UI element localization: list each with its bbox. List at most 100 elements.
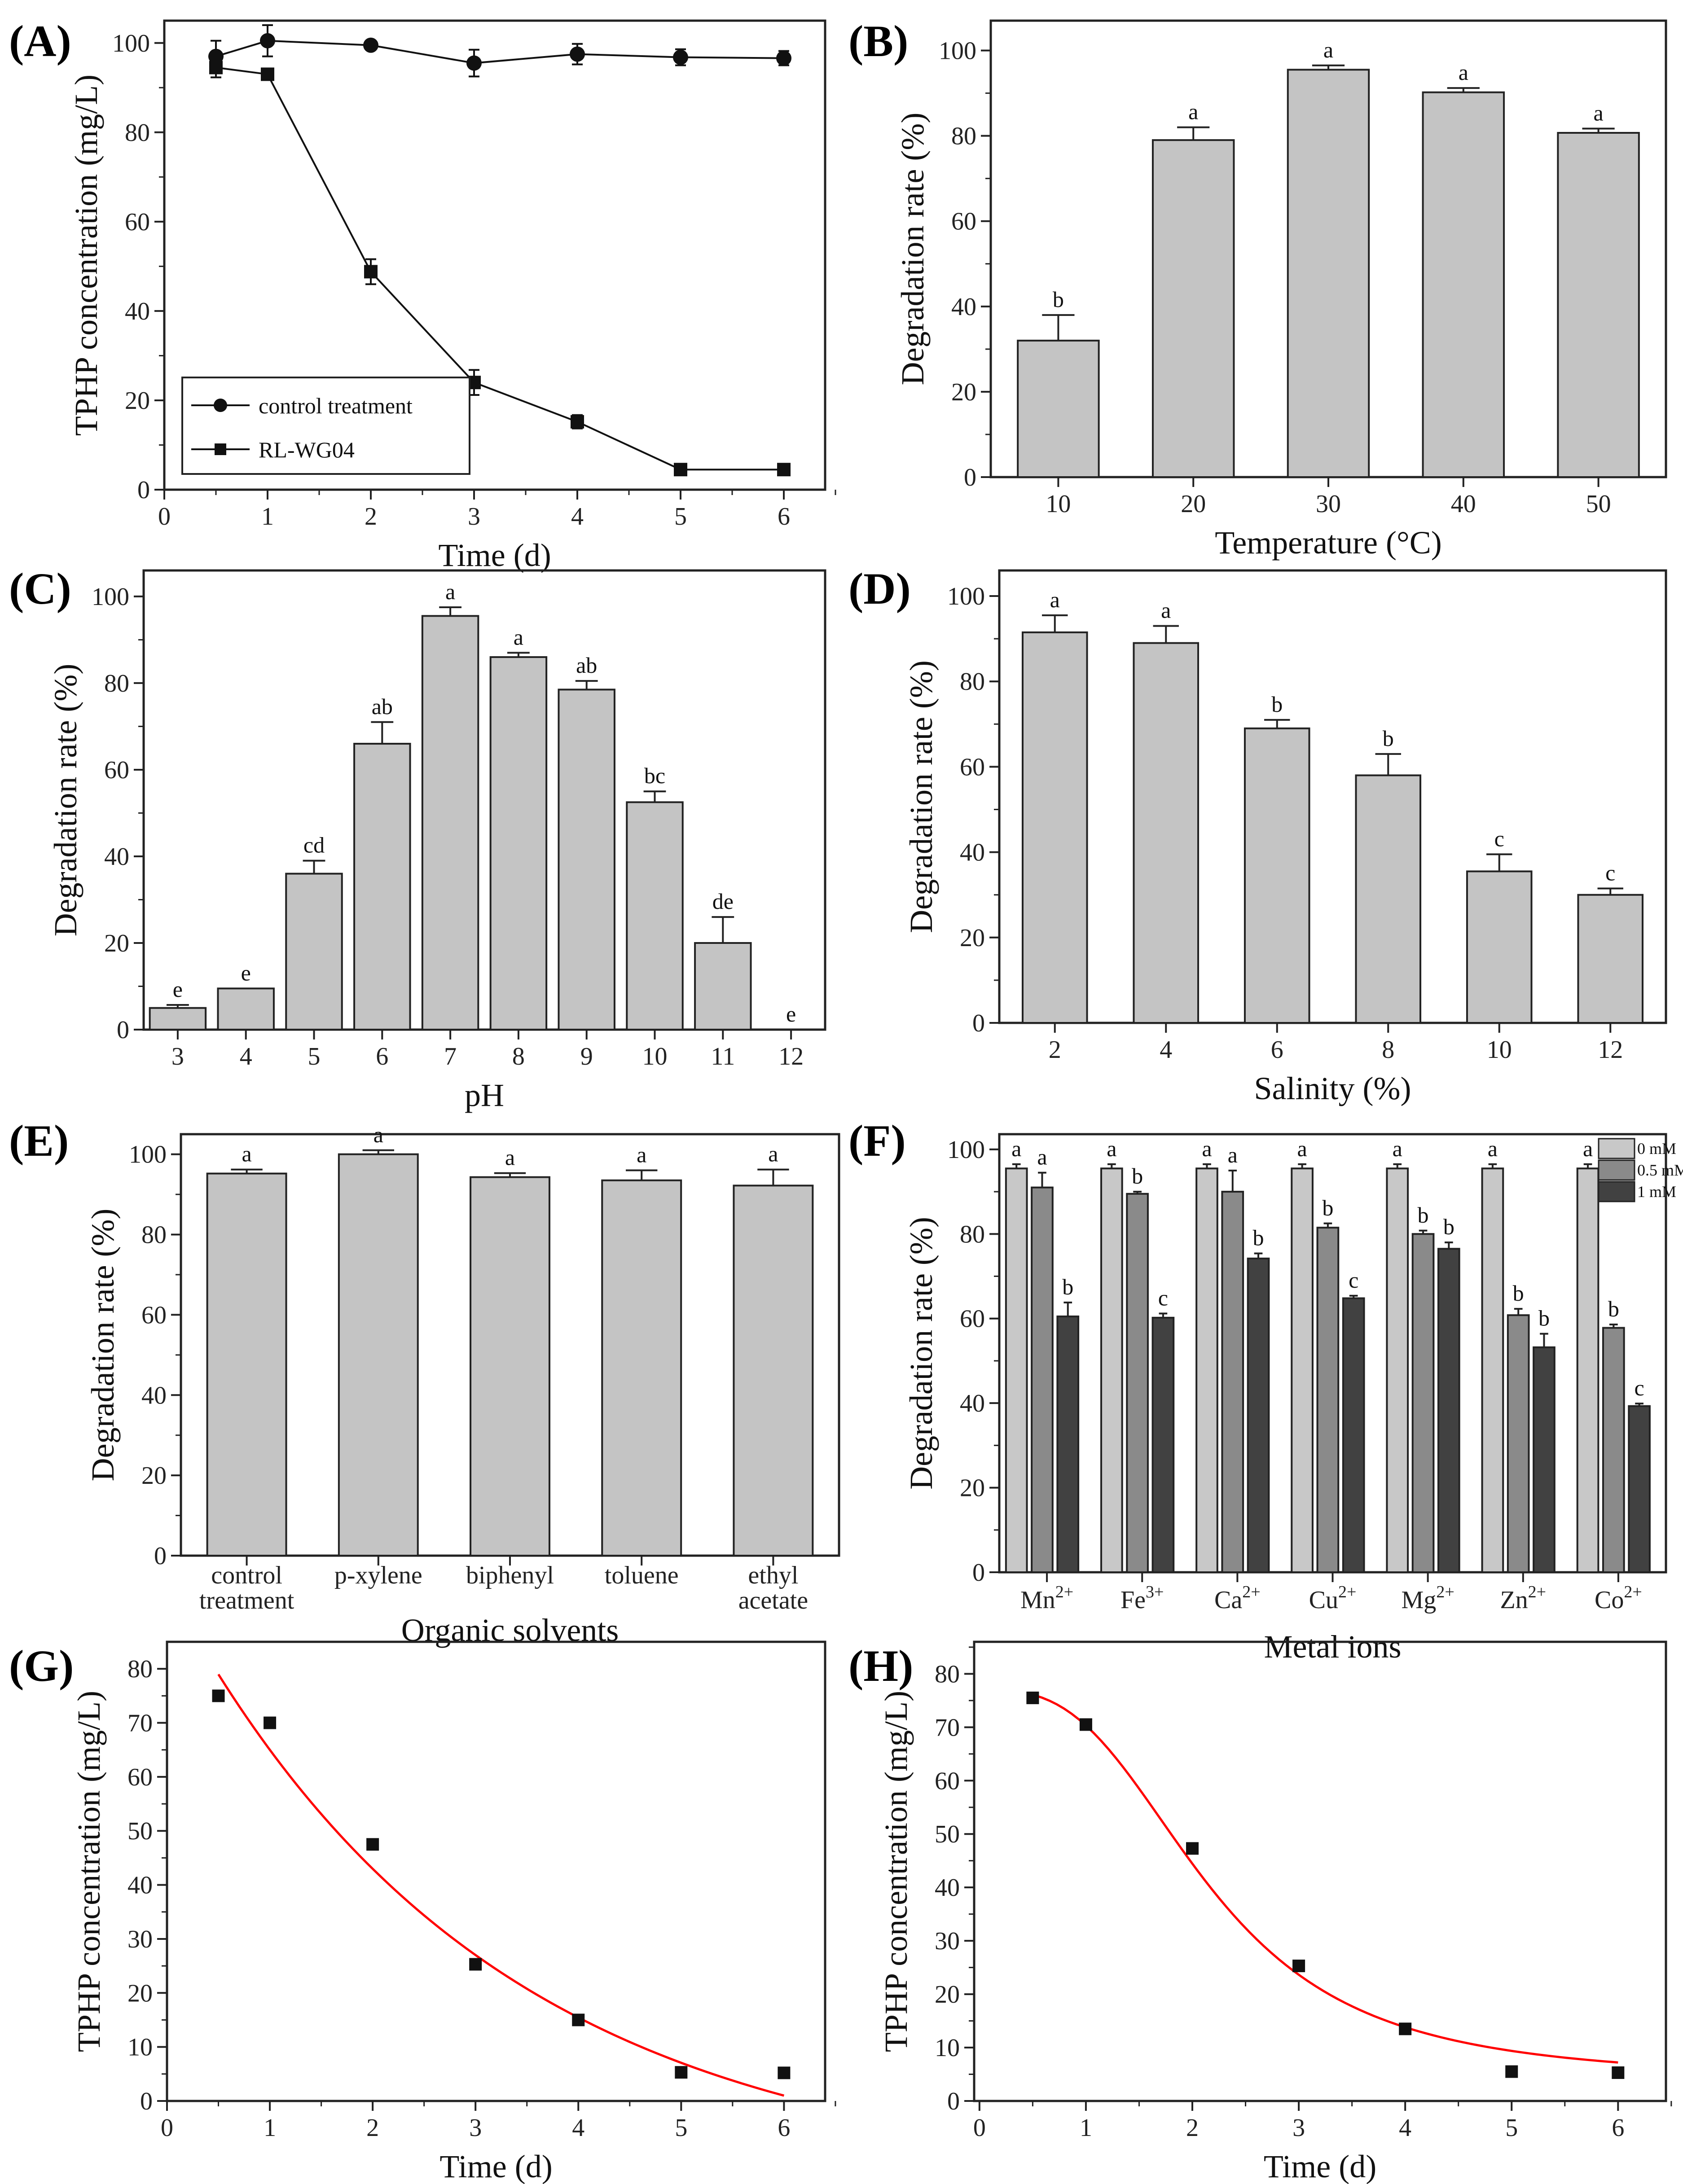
error-bar [1597,887,1623,895]
y-tick-label: 60 [960,753,985,781]
significance-letter: a [1037,1145,1047,1170]
y-tick-label: 80 [125,119,150,147]
x-tick-label: 10 [1487,1036,1512,1064]
y-tick-label: 100 [947,583,985,610]
bar [1195,1167,1218,1573]
error-bar [1540,1333,1548,1347]
y-tick-label: 80 [951,123,976,150]
bar [626,801,684,1031]
legend-swatch [1598,1181,1635,1202]
significance-letter: de [712,889,734,914]
error-bar [371,721,394,744]
significance-letter: b [1513,1281,1524,1306]
significance-letter: a [637,1142,646,1167]
significance-letter: a [445,579,455,604]
x-tick-label: 2 [366,2114,379,2142]
y-tick-label: 40 [960,839,985,867]
significance-letter: a [514,624,523,649]
legend-swatch [1598,1159,1635,1181]
panel-label: (B) [848,16,908,66]
x-tick-label: 12 [778,1043,804,1070]
data-point [1399,2022,1412,2035]
x-tick-label: 4 [572,2114,584,2142]
ion-symbol: Co [1595,1586,1624,1614]
y-tick-label: 80 [935,1660,960,1688]
panel-e: (E) 0 20 40 60 80 100 Degradation rate (%) contr… [9,1116,840,1648]
y-tick-label: 80 [104,670,129,697]
error-bar [1107,1163,1116,1169]
y-tick-label: 40 [127,1872,153,1899]
significance-letter: a [1228,1142,1238,1167]
y-tick-label: 70 [127,1710,153,1737]
y-tick-label: 40 [141,1381,167,1409]
error-bar [1177,126,1210,140]
x-tick-label: 5 [675,2114,687,2142]
bar [694,942,752,1031]
error-bar [1323,1222,1332,1228]
error-bar [1133,1191,1142,1194]
significance-letter: e [786,1001,796,1026]
error-bar [1488,1163,1497,1169]
y-tick-label: 80 [960,1220,985,1248]
error-bar [1264,719,1290,728]
ion-symbol: Ca [1214,1586,1242,1614]
x-tick-label: p-xylene [334,1561,422,1589]
error-bar [643,790,666,803]
bar [1342,1297,1365,1574]
x-tick-label: 11 [711,1043,735,1070]
y-axis-title: Degradation rate (%) [895,113,931,386]
ion-symbol: Zn [1500,1586,1528,1614]
bar [601,1179,682,1557]
y-axis-title: Degradation rate (%) [903,1217,939,1490]
data-point-square [209,61,223,75]
x-tick-label: 6 [778,503,790,531]
bar [1628,1405,1651,1573]
bar [1291,1167,1314,1573]
error-bar [1312,64,1345,70]
bar [1133,642,1200,1024]
significance-letter: a [505,1145,515,1170]
error-bar [1042,614,1068,632]
x-tick-label: 0 [161,2114,173,2142]
x-tick-label: Cu2+ [1309,1583,1357,1614]
error-bar [1254,1252,1263,1259]
x-tick-label: 7 [444,1043,457,1070]
bar [1244,727,1310,1024]
data-point [778,2066,791,2079]
ion-charge: 2+ [1624,1583,1642,1601]
significance-letter: a [1011,1136,1021,1161]
x-tick-label: Co2+ [1595,1583,1642,1614]
x-tick-label: 0 [973,2114,986,2142]
data-point-circle [466,55,482,71]
y-axis-title: Degradation rate (%) [903,660,939,933]
x-tick-label: 10 [1046,490,1071,518]
significance-letter: a [1488,1136,1498,1161]
bar [1533,1346,1556,1573]
y-tick-label: 20 [141,1462,167,1490]
ion-symbol: Mg [1402,1586,1437,1614]
significance-letter: a [1107,1136,1116,1161]
significance-letter: c [1605,860,1615,885]
error-bar [1447,87,1480,92]
panel-label: (A) [9,16,71,66]
y-tick-label: 20 [935,1981,960,2009]
y-tick-label: 40 [960,1390,985,1417]
x-tick-label: 6 [1612,2114,1624,2142]
ion-charge: 2+ [1055,1583,1073,1601]
error-bar [1582,127,1615,133]
data-point-circle [776,50,791,66]
error-bar [303,860,325,874]
y-tick-label: 100 [92,583,129,611]
legend-label: 1 mM [1637,1183,1676,1201]
x-tick-label: Mg2+ [1402,1583,1454,1614]
y-tick-label: 100 [112,30,150,57]
bar [1031,1186,1054,1573]
y-tick-label: 30 [935,1927,960,1955]
x-tick-label: 12 [1598,1036,1623,1064]
x-tick-label: 40 [1451,490,1476,518]
error-bar [1228,1170,1237,1192]
panel-label: (H) [848,1641,913,1691]
y-tick-label: 20 [960,924,985,952]
